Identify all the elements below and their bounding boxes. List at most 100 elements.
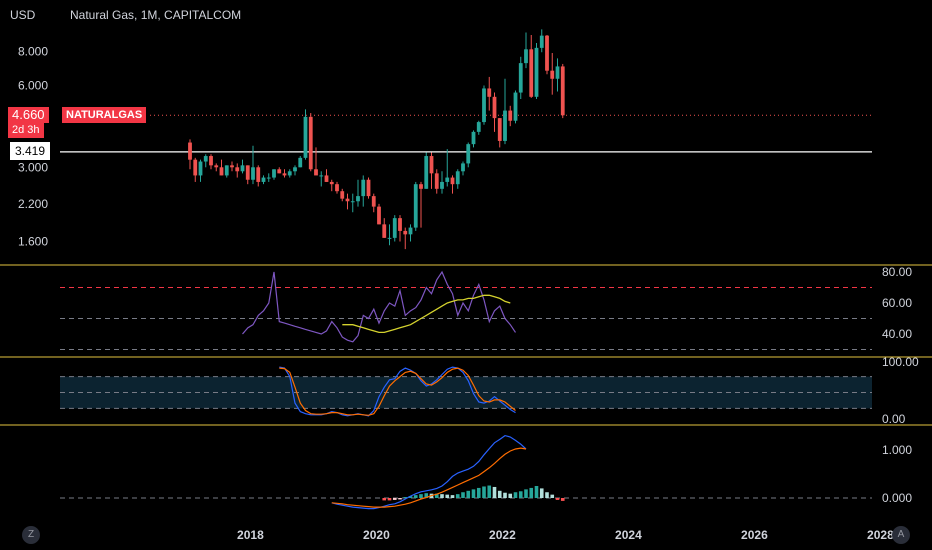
candle-body bbox=[466, 144, 471, 164]
price-axis-tick: 6.000 bbox=[18, 78, 48, 92]
macd-histogram-bar bbox=[545, 492, 549, 498]
macd-histogram-bar bbox=[455, 494, 460, 498]
macd-axis-tick: 1.000 bbox=[882, 443, 912, 457]
candle-body bbox=[214, 165, 219, 168]
candle-body bbox=[429, 156, 434, 174]
currency-label: USD bbox=[10, 8, 36, 22]
macd-histogram-bar bbox=[403, 497, 408, 499]
candle-body bbox=[545, 35, 549, 71]
macd-pane[interactable] bbox=[60, 434, 872, 510]
candle-body bbox=[350, 201, 355, 203]
macd-histogram-bar bbox=[413, 495, 418, 498]
candle-body bbox=[251, 167, 255, 180]
candle-body bbox=[287, 171, 292, 176]
candle-body bbox=[518, 63, 523, 93]
candle-body bbox=[550, 70, 555, 79]
time-axis-tick: 2020 bbox=[363, 528, 390, 542]
main-price-pane[interactable] bbox=[60, 29, 872, 250]
macd-histogram-bar bbox=[482, 486, 486, 498]
stochastic-pane[interactable] bbox=[60, 366, 872, 417]
macd-line bbox=[331, 434, 527, 510]
symbol-price-tag: NATURALGAS bbox=[62, 107, 147, 123]
time-axis-tick: 2026 bbox=[741, 528, 768, 542]
candle-body bbox=[282, 173, 287, 176]
candle-body bbox=[398, 218, 402, 231]
macd-histogram-bar bbox=[466, 490, 471, 498]
macd-histogram-bar bbox=[508, 493, 513, 498]
candle-body bbox=[492, 96, 497, 119]
candle-body bbox=[387, 237, 392, 239]
candle-body bbox=[524, 49, 528, 64]
stoch-d-line bbox=[279, 367, 516, 416]
last-price-tag: 4.660 bbox=[8, 107, 49, 123]
countdown-tag: 2d 3h bbox=[8, 122, 44, 138]
rsi-axis-tick: 80.00 bbox=[882, 265, 912, 279]
candle-body bbox=[308, 116, 313, 170]
candle-body bbox=[209, 156, 213, 166]
candle-body bbox=[319, 175, 324, 177]
macd-histogram-bar bbox=[487, 485, 492, 498]
candle-body bbox=[314, 169, 318, 176]
auto-scale-left-button[interactable]: Z bbox=[22, 526, 40, 544]
macd-histogram-bar bbox=[445, 494, 450, 498]
price-axis-tick: 1.600 bbox=[18, 235, 48, 249]
stoch-axis-tick: 100.00 bbox=[882, 355, 919, 369]
price-axis-tick: 3.000 bbox=[18, 160, 48, 174]
candle-body bbox=[450, 177, 455, 185]
macd-histogram-bar bbox=[434, 493, 439, 498]
candle-body bbox=[335, 184, 339, 192]
candle-body bbox=[461, 163, 465, 172]
candle-body bbox=[329, 181, 334, 185]
candle-body bbox=[382, 224, 387, 238]
macd-histogram-bar bbox=[555, 498, 560, 500]
candle-body bbox=[476, 122, 481, 132]
macd-histogram-bar bbox=[524, 489, 528, 498]
candle-body bbox=[193, 159, 198, 176]
candle-body bbox=[513, 92, 518, 121]
rsi-pane[interactable] bbox=[60, 270, 872, 350]
candle-body bbox=[403, 230, 408, 235]
rsi-axis-tick: 40.00 bbox=[882, 327, 912, 341]
candle-body bbox=[539, 35, 544, 48]
candle-body bbox=[434, 173, 439, 189]
candle-body bbox=[424, 156, 429, 189]
symbol-title[interactable]: Natural Gas, 1M, CAPITALCOM bbox=[70, 8, 242, 22]
candle-body bbox=[497, 118, 502, 141]
candle-body bbox=[503, 110, 507, 141]
time-axis-tick: 2018 bbox=[237, 528, 264, 542]
auto-scale-right-button[interactable]: A bbox=[892, 526, 910, 544]
candle-body bbox=[392, 218, 397, 238]
candle-body bbox=[361, 179, 366, 197]
candle-body bbox=[356, 196, 360, 202]
macd-histogram-bar bbox=[392, 498, 397, 500]
macd-histogram-bar bbox=[450, 495, 455, 498]
candle-body bbox=[303, 116, 308, 158]
macd-histogram-bar bbox=[534, 486, 539, 498]
macd-histogram-bar bbox=[503, 492, 507, 498]
candle-body bbox=[340, 191, 345, 199]
macd-histogram-bar bbox=[476, 487, 481, 498]
macd-histogram-bar bbox=[529, 487, 534, 498]
candle-body bbox=[266, 177, 271, 179]
price-axis-tick: 2.200 bbox=[18, 197, 48, 211]
candle-body bbox=[324, 175, 329, 182]
candle-body bbox=[508, 110, 513, 121]
macd-signal-line bbox=[331, 447, 527, 508]
candle-body bbox=[224, 165, 229, 176]
candle-body bbox=[219, 167, 224, 176]
macd-histogram-bar bbox=[539, 488, 544, 498]
macd-histogram-bar bbox=[471, 489, 476, 498]
candle-body bbox=[377, 206, 381, 225]
candle-body bbox=[534, 47, 539, 97]
macd-histogram-bar bbox=[550, 494, 555, 498]
macd-histogram-bar bbox=[497, 490, 502, 498]
candle-body bbox=[188, 142, 192, 160]
time-axis-tick: 2028 bbox=[867, 528, 894, 542]
candle-body bbox=[471, 131, 476, 145]
macd-histogram-bar bbox=[419, 494, 423, 498]
candle-body bbox=[487, 88, 492, 97]
macd-histogram-bar bbox=[440, 494, 444, 498]
horizontal-line-price-tag[interactable]: 3.419 bbox=[10, 142, 51, 160]
macd-histogram-bar bbox=[382, 498, 387, 501]
